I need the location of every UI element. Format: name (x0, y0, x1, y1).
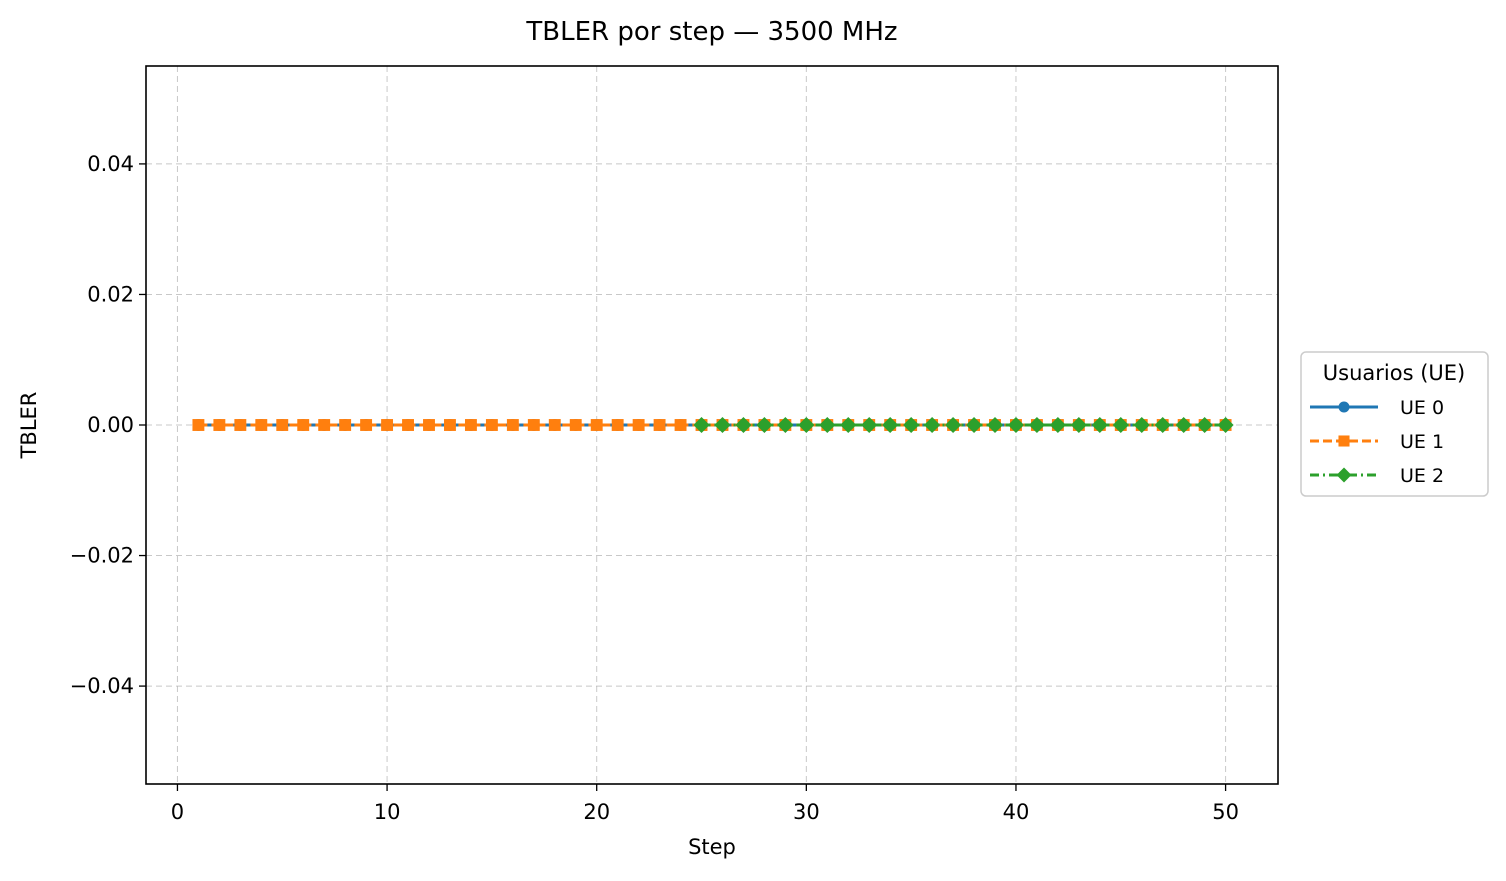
x-tick-label: 10 (374, 800, 401, 824)
legend-label-ue-2: UE 2 (1400, 465, 1444, 487)
x-axis-ticks: 0 10 20 30 40 50 (171, 784, 1239, 824)
data-point-ue-2 (882, 416, 899, 434)
data-point-ue-1 (318, 419, 331, 431)
data-point-ue-2 (1070, 416, 1087, 434)
data-point-ue-1 (339, 419, 352, 431)
legend-marker-ue-2 (1336, 467, 1352, 483)
data-point-ue-1 (213, 419, 226, 431)
data-point-ue-2 (1196, 416, 1213, 434)
data-point-ue-2 (1091, 416, 1108, 434)
data-point-ue-2 (1112, 416, 1129, 434)
data-point-ue-1 (674, 419, 687, 431)
data-point-ue-2 (1007, 416, 1025, 434)
legend-marker-ue-0 (1338, 401, 1350, 413)
data-point-ue-2 (903, 416, 920, 434)
data-point-ue-2 (1154, 416, 1171, 434)
x-axis-label: Step (688, 835, 736, 859)
data-point-ue-1 (527, 419, 540, 431)
y-tick-label: −0.02 (70, 544, 134, 568)
data-point-ue-1 (653, 419, 666, 431)
data-point-ue-1 (255, 419, 268, 431)
legend-entry-ue-1: UE 1 (1310, 431, 1444, 453)
data-point-ue-2 (945, 416, 962, 434)
data-point-ue-1 (485, 419, 498, 431)
legend-entries: UE 0 UE 1 UE 2 (1310, 397, 1444, 487)
legend-title: Usuarios (UE) (1323, 361, 1465, 385)
legend-marker-ue-1 (1338, 435, 1350, 447)
data-point-ue-1 (611, 419, 624, 431)
data-point-ue-1 (569, 419, 582, 431)
legend-label-ue-0: UE 0 (1400, 397, 1444, 419)
x-tick-label: 0 (171, 800, 184, 824)
data-point-ue-2 (1049, 416, 1066, 434)
data-point-ue-2 (1175, 416, 1192, 434)
data-point-ue-1 (444, 419, 456, 431)
data-point-ue-2 (1133, 416, 1150, 434)
data-point-ue-2 (714, 416, 731, 434)
data-point-ue-2 (861, 416, 878, 434)
data-point-ue-2 (840, 416, 857, 434)
y-axis-label: TBLER (17, 392, 41, 460)
y-axis-ticks: −0.04 −0.02 0.00 0.02 0.04 (70, 152, 146, 698)
data-point-ue-1 (632, 419, 645, 431)
data-point-ue-2 (965, 416, 983, 434)
data-point-ue-2 (693, 416, 710, 434)
series-layer (192, 416, 1234, 434)
data-point-ue-2 (798, 416, 815, 434)
legend-label-ue-1: UE 1 (1400, 431, 1444, 453)
data-point-ue-1 (360, 419, 373, 431)
data-point-ue-1 (548, 419, 561, 431)
data-point-ue-2 (756, 416, 773, 434)
x-tick-label: 40 (1003, 800, 1030, 824)
x-tick-label: 30 (793, 800, 820, 824)
data-point-ue-1 (297, 419, 310, 431)
data-point-ue-1 (464, 419, 477, 431)
series-ue-2 (693, 416, 1234, 434)
legend-entry-ue-2: UE 2 (1310, 465, 1444, 487)
y-tick-label: −0.04 (70, 674, 134, 698)
chart-title: TBLER por step — 3500 MHz (525, 17, 897, 47)
data-point-ue-1 (234, 419, 247, 431)
data-point-ue-2 (1028, 416, 1045, 434)
y-tick-label: 0.02 (87, 282, 134, 306)
y-tick-label: 0.00 (87, 413, 134, 437)
data-point-ue-2 (1217, 416, 1234, 434)
data-point-ue-2 (735, 416, 752, 434)
data-point-ue-2 (924, 416, 941, 434)
data-point-ue-2 (986, 416, 1004, 434)
data-point-ue-2 (819, 416, 836, 434)
data-point-ue-1 (590, 419, 603, 431)
x-tick-label: 50 (1212, 800, 1239, 824)
legend-entry-ue-0: UE 0 (1310, 397, 1444, 419)
data-point-ue-1 (402, 419, 414, 431)
y-tick-label: 0.04 (87, 152, 134, 176)
data-point-ue-1 (192, 419, 205, 431)
legend: Usuarios (UE) UE 0 UE 1 UE 2 (1300, 351, 1489, 497)
x-tick-label: 20 (583, 800, 610, 824)
data-point-ue-1 (381, 419, 394, 431)
data-point-ue-1 (506, 419, 519, 431)
data-point-ue-1 (423, 419, 435, 431)
data-point-ue-1 (276, 419, 289, 431)
data-point-ue-2 (777, 416, 794, 434)
legend-box (1300, 351, 1489, 497)
